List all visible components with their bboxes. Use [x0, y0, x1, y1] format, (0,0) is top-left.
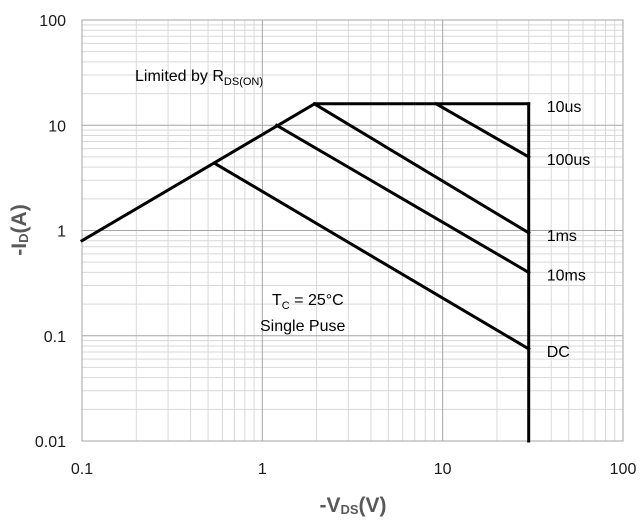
y-tick-labels: 0.01 0.1 1 10 100 — [35, 13, 66, 451]
x-tick-labels: 0.1 1 10 100 — [71, 461, 637, 478]
series-label-10us: 10us — [547, 99, 582, 116]
x-tick-label: 1 — [258, 461, 267, 478]
y-tick-label: 1 — [57, 224, 66, 241]
series-line-dc — [213, 161, 531, 351]
y-axis-title: -ID(A) — [8, 204, 31, 255]
series-label-100us: 100us — [547, 152, 591, 169]
x-tick-label: 10 — [434, 461, 452, 478]
series-label-1ms: 1ms — [547, 228, 577, 245]
series-line-10ms — [274, 123, 531, 275]
series-line-1ms — [314, 103, 531, 235]
series-label-10ms: 10ms — [547, 267, 586, 284]
series-labels: 10us 100us 1ms 10ms DC — [547, 99, 591, 361]
series-line-boundary — [79, 101, 317, 243]
tc-annotation: TC = 25°C — [272, 292, 344, 312]
y-tick-label: 100 — [39, 13, 66, 30]
y-tick-label: 0.01 — [35, 434, 66, 451]
limited-by-rdson-annotation: Limited by RDS(ON) — [135, 68, 263, 88]
y-tick-label: 10 — [48, 118, 66, 135]
single-pulse-annotation: Single Puse — [260, 318, 345, 335]
series-label-dc: DC — [547, 344, 570, 361]
series-lines — [79, 101, 531, 443]
plot-frame — [81, 19, 624, 442]
x-tick-label: 100 — [610, 461, 637, 478]
y-tick-label: 0.1 — [44, 329, 66, 346]
x-tick-label: 0.1 — [71, 461, 93, 478]
x-axis-title: -VDS(V) — [319, 494, 386, 517]
series-line-100us — [434, 101, 531, 159]
